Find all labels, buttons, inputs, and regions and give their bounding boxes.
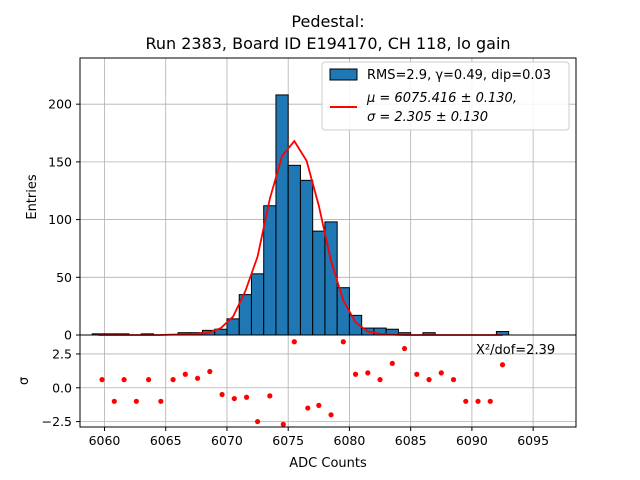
residual-point (450, 377, 457, 383)
residual-point (401, 345, 408, 352)
residual-point (194, 375, 201, 381)
bottom-grid (80, 335, 576, 427)
bottom-y-axis-label: σ (17, 377, 32, 385)
bottom-y-tick-label: 0.0 (52, 380, 72, 395)
residual-point (475, 398, 481, 404)
residual-point (99, 377, 105, 383)
top-y-tick-label: 100 (48, 212, 72, 227)
x-tick-label: 6070 (211, 433, 243, 448)
bottom-plot-frame (79, 334, 577, 428)
legend-histogram-swatch (329, 68, 358, 81)
residual-point (170, 377, 176, 383)
chart-title-line2: Run 2383, Board ID E194170, CH 118, lo g… (145, 34, 510, 53)
residual-point (207, 368, 213, 375)
top-y-tick-label: 150 (48, 154, 72, 169)
residual-point (438, 370, 444, 376)
residual-point (340, 339, 346, 345)
x-tick-label: 6085 (395, 433, 427, 448)
histogram-bar (299, 179, 314, 336)
x-tick-label: 6065 (150, 433, 182, 448)
residual-points (99, 339, 506, 427)
bottom-y-tick-label: 2.5 (52, 346, 72, 361)
x-tick-label: 6060 (89, 433, 121, 448)
residual-point (389, 360, 395, 367)
histogram-bar (312, 230, 326, 336)
top-y-axis-label: Entries (25, 174, 40, 220)
x-axis-ticks: 6060 6065 6070 6075 6080 6085 6090 6095 (89, 427, 549, 448)
x-tick-label: 6090 (456, 433, 488, 448)
chart-title-line1: Pedestal: (291, 12, 364, 31)
histogram-bar (287, 164, 301, 336)
residual-point (305, 405, 311, 411)
residual-point (280, 421, 286, 427)
residual-point (291, 339, 297, 345)
residual-point (426, 377, 432, 383)
top-y-tick-label: 0 (64, 328, 72, 343)
residual-point (243, 394, 250, 400)
bottom-y-tick-label: −2.5 (42, 414, 72, 429)
legend-histogram-label: RMS=2.9, γ=0.49, dip=0.03 (367, 68, 551, 83)
x-axis-label: ADC Counts (289, 456, 367, 471)
top-y-axis-ticks: 0 50 100 150 200 (48, 97, 80, 343)
x-tick-label: 6075 (272, 433, 304, 448)
x-tick-label: 6080 (334, 433, 366, 448)
bottom-y-axis-ticks: −2.5 0.0 2.5 (42, 346, 80, 429)
residual-point (377, 377, 383, 383)
residual-point (316, 402, 322, 408)
histogram-bar (336, 287, 350, 336)
residual-point (352, 371, 359, 377)
residual-point (121, 377, 127, 383)
residual-point (158, 398, 164, 404)
residual-point (145, 377, 152, 383)
residual-point (231, 395, 237, 402)
residual-point (182, 371, 188, 377)
residual-point (463, 398, 469, 404)
residual-point (499, 362, 506, 368)
residual-point (365, 370, 371, 376)
top-y-tick-label: 200 (48, 97, 72, 112)
legend-box (321, 61, 570, 131)
legend-fit-label-line1: μ = 6075.416 ± 0.130, (366, 91, 517, 106)
histogram-bar (250, 273, 265, 336)
residual-point (414, 371, 420, 377)
histogram-bar (263, 205, 277, 336)
residual-point (487, 398, 493, 404)
legend-fit-label-line2: σ = 2.305 ± 0.130 (367, 110, 488, 125)
residual-point (219, 391, 225, 398)
top-y-tick-label: 50 (56, 270, 72, 285)
residual-point (254, 418, 261, 425)
residual-point (111, 398, 117, 404)
x-tick-label: 6095 (517, 433, 549, 448)
residual-point (133, 398, 139, 404)
histogram-bars (91, 94, 510, 336)
chi2-annotation: X²/dof=2.39 (476, 343, 555, 358)
residual-point (267, 393, 273, 399)
residual-point (328, 412, 334, 418)
histogram-bar (275, 94, 289, 336)
legend: RMS=2.9, γ=0.49, dip=0.03 μ = 6075.416 ±… (321, 61, 570, 131)
